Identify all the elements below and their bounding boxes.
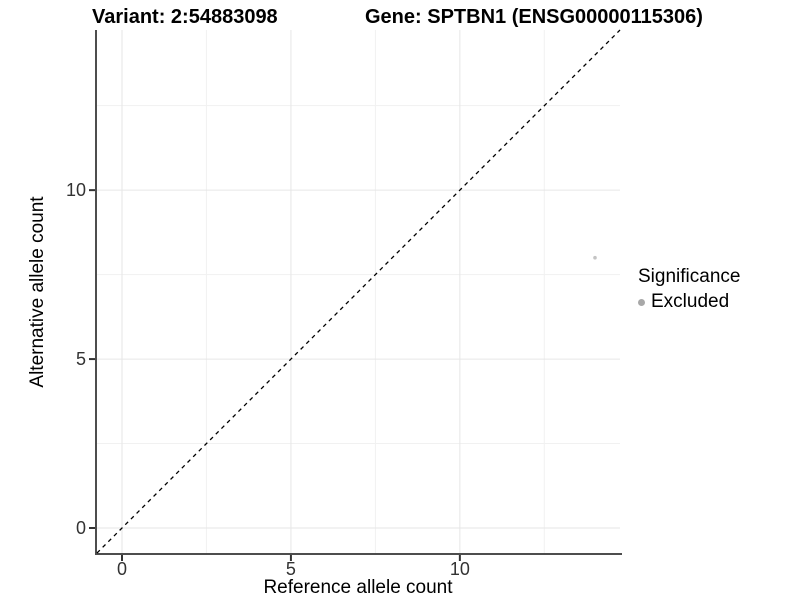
legend: Significance Excluded bbox=[638, 266, 740, 313]
y-tick-label: 10 bbox=[66, 180, 86, 200]
y-axis-title: Alternative allele count bbox=[27, 196, 48, 388]
x-axis-title: Reference allele count bbox=[263, 577, 453, 598]
x-tick-label: 5 bbox=[286, 559, 296, 579]
excluded-marker-icon bbox=[638, 298, 645, 306]
identity-line bbox=[96, 29, 621, 554]
y-tick-label: 0 bbox=[76, 518, 86, 538]
x-tick-label: 10 bbox=[450, 559, 470, 579]
variant-title: Variant: 2:54883098 bbox=[92, 6, 278, 28]
x-tick-label: 0 bbox=[117, 559, 127, 579]
legend-title: Significance bbox=[638, 266, 741, 287]
legend-item-excluded: Excluded bbox=[638, 291, 740, 313]
data-point bbox=[593, 255, 597, 260]
y-tick-label: 5 bbox=[76, 349, 86, 369]
legend-item-label: Excluded bbox=[651, 291, 730, 312]
gene-title: Gene: SPTBN1 (ENSG00000115306) bbox=[365, 6, 703, 28]
